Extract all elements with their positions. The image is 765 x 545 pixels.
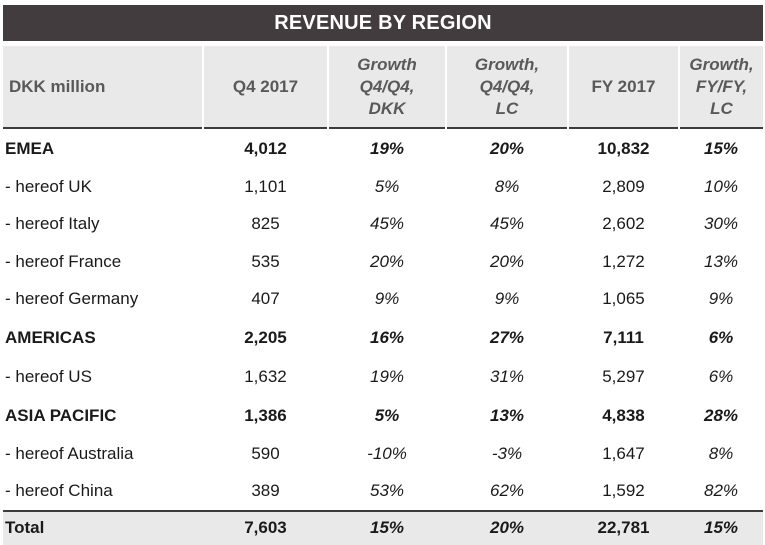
growth-fy-lc: 9% — [708, 289, 734, 309]
fy-value: 4,838 — [602, 405, 645, 425]
growth-q4-dkk: 5% — [374, 176, 400, 196]
growth-fy-lc: 8% — [708, 444, 734, 464]
fy-value: 2,809 — [602, 176, 645, 196]
region-name: EMEA — [3, 127, 203, 168]
header-q4-2017: Q4 2017 — [202, 46, 328, 128]
growth-q4-dkk: 53% — [369, 481, 405, 501]
growth-fy-lc: 30% — [703, 214, 739, 234]
header-line: LC — [495, 98, 519, 118]
region-name: - hereof France — [5, 251, 122, 271]
growth-q4-lc: 9% — [494, 289, 520, 309]
header-growth-fy-lc: Growth, FY/FY, LC — [678, 46, 763, 128]
q4-value: 7,603 — [244, 518, 287, 537]
region-name: - hereof UK — [5, 176, 92, 196]
fy-value: 1,272 — [602, 251, 645, 271]
table-title: REVENUE BY REGION — [3, 5, 763, 41]
growth-q4-dkk: 19% — [328, 127, 446, 168]
header-line: Growth, — [689, 54, 754, 74]
q4-value: 4,012 — [203, 127, 328, 168]
fy-value: 5,297 — [602, 366, 645, 386]
q4-value: 1,632 — [244, 366, 287, 386]
table-row-emea: EMEA 4,012 19% 20% 10,832 15% — [3, 127, 763, 168]
region-name: - hereof Australia — [5, 444, 134, 464]
growth-q4-lc: 45% — [489, 214, 525, 234]
header-line: Growth, — [474, 54, 540, 74]
region-name: ASIA PACIFIC — [5, 405, 117, 425]
growth-fy-lc: 15% — [679, 127, 763, 168]
header-growth-q4-lc: Growth, Q4/Q4, LC — [445, 46, 568, 128]
header-line: FY/FY, — [695, 76, 748, 96]
q4-value: 407 — [251, 289, 280, 309]
total-label: Total — [5, 518, 45, 537]
table-row: - hereof US 1,632 19% 31% 5,297 6% — [3, 358, 763, 396]
growth-q4-dkk: 19% — [369, 366, 405, 386]
header-line: Growth — [357, 54, 417, 74]
header-dkk-million: DKK million — [9, 76, 106, 96]
growth-q4-lc: 20% — [489, 518, 525, 537]
table-row: - hereof UK 1,101 5% 8% 2,809 10% — [3, 168, 763, 206]
q4-value: 590 — [251, 444, 280, 464]
header-line: DKK — [368, 98, 406, 118]
growth-q4-dkk: 9% — [374, 289, 400, 309]
q4-value: 825 — [251, 214, 280, 234]
header-fy-2017: FY 2017 — [567, 46, 679, 128]
fy-value: 7,111 — [603, 328, 644, 347]
growth-q4-lc: 31% — [489, 366, 525, 386]
growth-fy-lc: 10% — [703, 176, 739, 196]
region-name: - hereof China — [5, 481, 113, 501]
table-row-americas: AMERICAS 2,205 16% 27% 7,111 6% — [3, 318, 763, 358]
growth-q4-lc: 20% — [446, 127, 568, 168]
header-row: DKK million Q4 2017 Growth Q4/Q4, DKK Gr… — [3, 46, 763, 128]
table-row: - hereof Italy 825 45% 45% 2,602 30% — [3, 206, 763, 244]
region-name: - hereof Italy — [5, 214, 100, 234]
growth-q4-lc: 27% — [489, 328, 525, 347]
fy-value: 1,647 — [602, 444, 645, 464]
table-row: - hereof France 535 20% 20% 1,272 13% — [3, 243, 763, 281]
q4-value: 1,386 — [244, 405, 287, 425]
growth-q4-lc: 62% — [489, 481, 525, 501]
region-name: - hereof Germany — [5, 289, 139, 309]
growth-fy-lc: 6% — [708, 328, 734, 347]
header-line: LC — [710, 98, 733, 118]
fy-value: 10,832 — [568, 127, 679, 168]
growth-q4-lc: 13% — [489, 405, 525, 425]
table-row: - hereof Australia 590 -10% -3% 1,647 8% — [3, 436, 763, 474]
table-row: - hereof Germany 407 9% 9% 1,065 9% — [3, 281, 763, 319]
growth-q4-dkk: 5% — [374, 405, 400, 425]
region-name: AMERICAS — [5, 328, 96, 347]
header-line: Q4/Q4, — [359, 76, 415, 96]
growth-fy-lc: 82% — [703, 481, 739, 501]
growth-q4-dkk: -10% — [367, 444, 407, 464]
growth-q4-lc: 20% — [489, 251, 525, 271]
table-row: - hereof China 389 53% 62% 1,592 82% — [3, 473, 763, 511]
growth-fy-lc: 28% — [703, 405, 739, 425]
q4-value: 389 — [251, 481, 280, 501]
table-row-total: Total 7,603 15% 20% 22,781 15% — [3, 510, 763, 545]
growth-fy-lc: 13% — [703, 251, 739, 271]
growth-q4-lc: -3% — [491, 444, 523, 464]
region-name: - hereof US — [5, 366, 92, 386]
growth-fy-lc: 15% — [703, 518, 739, 537]
growth-q4-lc: 8% — [494, 176, 520, 196]
q4-value: 535 — [251, 251, 280, 271]
q4-value: 2,205 — [244, 328, 287, 347]
growth-q4-dkk: 45% — [369, 214, 405, 234]
header-growth-q4-dkk: Growth Q4/Q4, DKK — [327, 46, 446, 128]
fy-value: 1,592 — [602, 481, 645, 501]
q4-value: 1,101 — [244, 176, 287, 196]
revenue-table: DKK million Q4 2017 Growth Q4/Q4, DKK Gr… — [3, 46, 763, 545]
header-line: Q4/Q4, — [479, 76, 535, 96]
growth-fy-lc: 6% — [708, 366, 734, 386]
fy-value: 1,065 — [602, 289, 645, 309]
growth-q4-dkk: 20% — [369, 251, 405, 271]
table-row-asia-pacific: ASIA PACIFIC 1,386 5% 13% 4,838 28% — [3, 396, 763, 436]
growth-q4-dkk: 16% — [369, 328, 405, 347]
fy-value: 2,602 — [602, 214, 645, 234]
growth-q4-dkk: 15% — [369, 518, 405, 537]
fy-value: 22,781 — [597, 518, 650, 537]
